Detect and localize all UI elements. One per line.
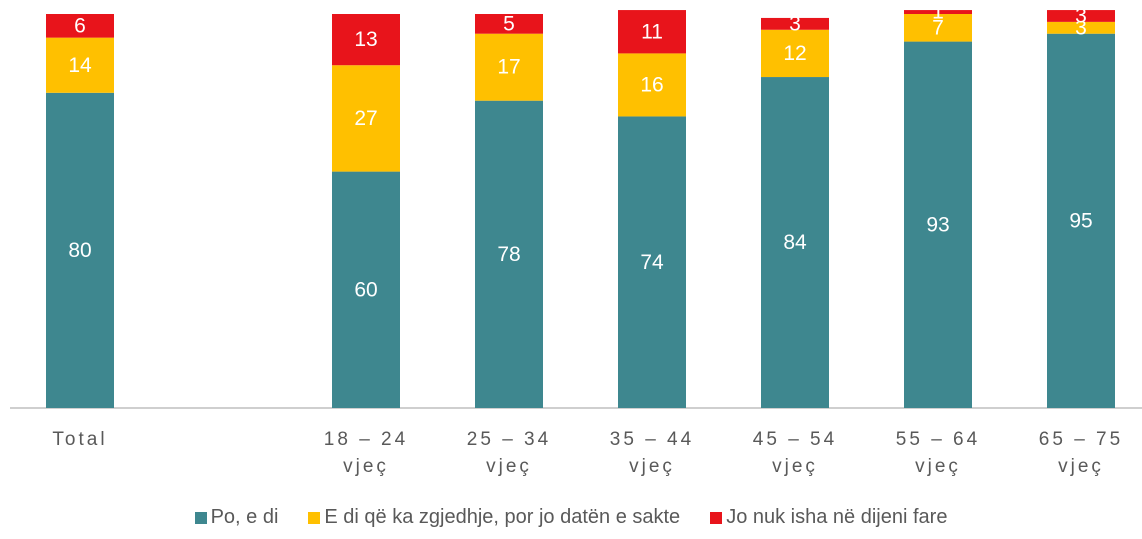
legend-label: Po, e di: [210, 506, 279, 528]
bar-segment: [1047, 21, 1115, 34]
x-tick-label: 65 – 75 vjeç: [1038, 429, 1124, 477]
x-tick-label: 25 – 34 vjeç: [466, 429, 552, 477]
data-label: 95: [1069, 209, 1092, 232]
data-label: 60: [354, 278, 377, 301]
x-tick-label: 45 – 54 vjeç: [752, 429, 838, 477]
data-label: 17: [497, 56, 520, 79]
bar-segment: [761, 17, 829, 30]
bar-segment: [332, 65, 400, 172]
data-label: 14: [68, 54, 92, 77]
data-label: 3: [1075, 16, 1087, 39]
data-label: 84: [783, 231, 807, 254]
bar-segment: [475, 100, 543, 409]
legend-item: Jo nuk isha në dijeni fare: [710, 506, 947, 529]
bar-segment: [46, 14, 114, 38]
legend-swatch: [308, 511, 321, 524]
bar-segment: [332, 14, 400, 66]
data-label: 78: [497, 243, 520, 266]
bar-segment: [332, 171, 400, 408]
data-label: 3: [1075, 5, 1087, 28]
legend: Po, e di E di që ka zgjedhje, por jo datë…: [0, 506, 1142, 529]
data-label: 6: [74, 14, 86, 37]
legend-item: Po, e di: [194, 506, 279, 529]
data-label: 3: [789, 12, 801, 35]
data-label: 13: [354, 28, 377, 51]
data-label: 1: [932, 1, 944, 24]
data-label: 80: [68, 239, 91, 262]
data-label: 7: [932, 16, 944, 39]
bar-segment: [475, 14, 543, 34]
legend-item: E di që ka zgjedhje, por jo datën e sakt…: [308, 506, 680, 529]
legend-label: E di që ka zgjedhje, por jo datën e sakt…: [324, 506, 681, 528]
data-label: 27: [354, 107, 377, 130]
data-label: 11: [641, 20, 663, 43]
x-tick-label: 55 – 64 vjeç: [895, 429, 981, 477]
x-tick-label: 18 – 24 vjeç: [323, 429, 409, 477]
legend-swatch: [710, 511, 723, 524]
data-label: 93: [926, 213, 949, 236]
bar-segment: [618, 10, 686, 54]
bar-segment: [761, 29, 829, 78]
bar-segment: [904, 14, 972, 42]
data-label: 16: [640, 73, 663, 96]
bar-segment: [904, 41, 972, 409]
bar-segment: [1047, 33, 1115, 408]
x-tick-label: 35 – 44 vjeç: [609, 429, 695, 477]
bar-segment: [761, 77, 829, 408]
data-label: 5: [503, 12, 515, 35]
bar-segment: [618, 116, 686, 408]
bar-segment: [475, 33, 543, 101]
bar-segment: [904, 10, 972, 14]
bar-segment: [1047, 10, 1115, 22]
bar-segment: [618, 53, 686, 117]
x-tick-label: Total: [52, 429, 108, 450]
data-label: 74: [640, 251, 664, 274]
legend-label: Jo nuk isha në dijeni fare: [726, 506, 948, 528]
data-label: 12: [783, 42, 806, 65]
bar-segment: [46, 37, 114, 93]
legend-swatch: [194, 511, 207, 524]
bar-segment: [46, 92, 114, 409]
